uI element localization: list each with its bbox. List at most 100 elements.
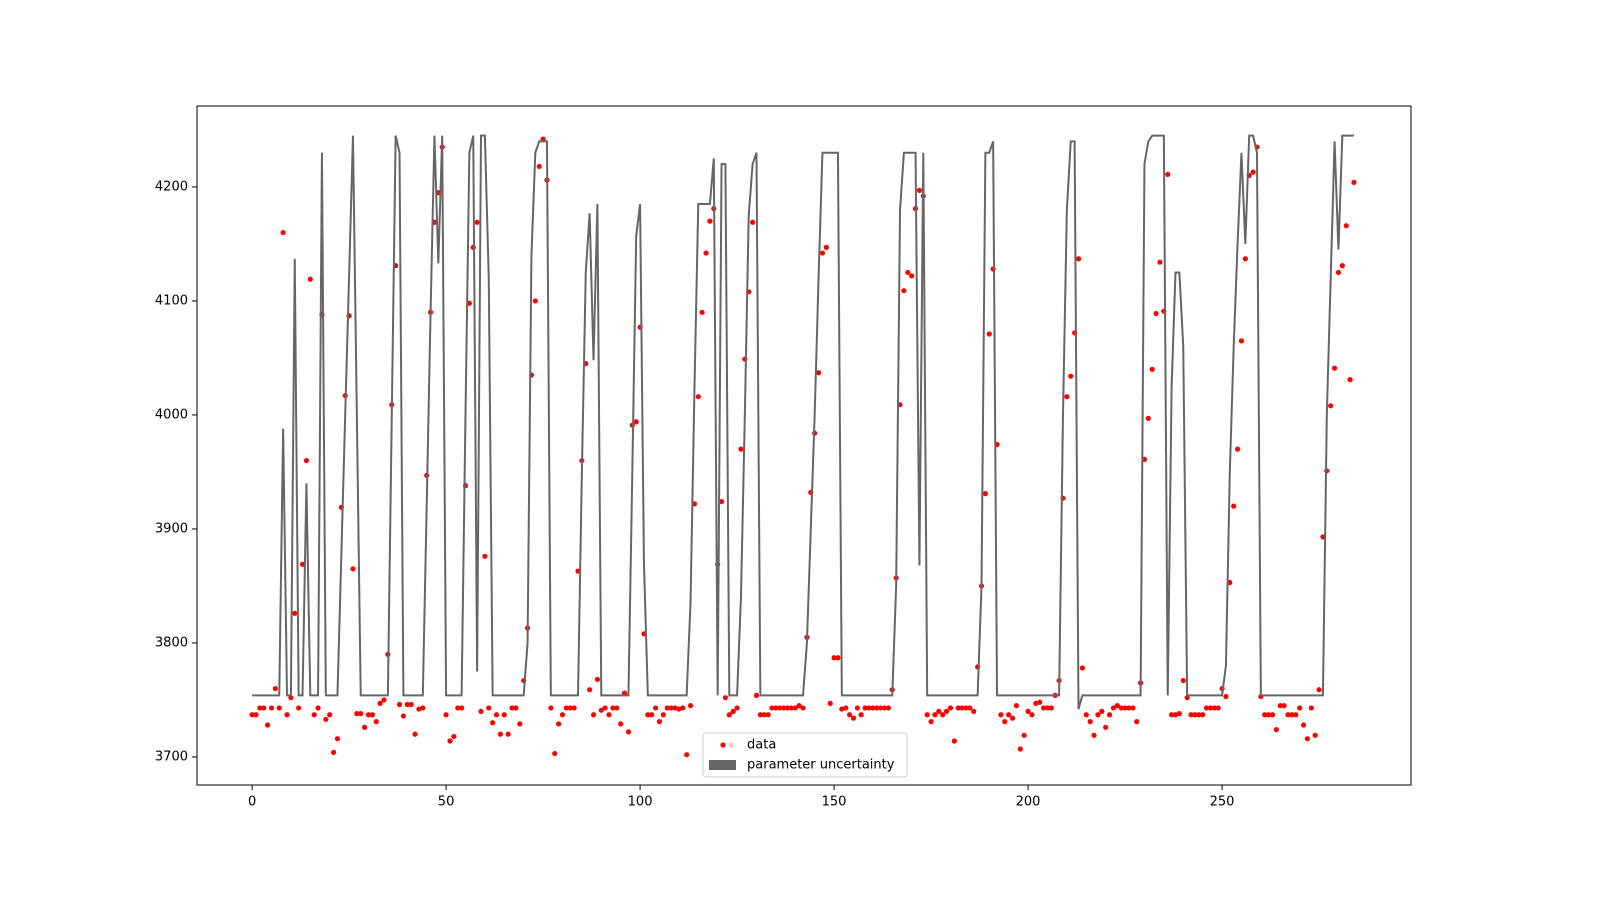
data-point [866, 705, 872, 711]
data-point [1118, 705, 1124, 711]
data-point [299, 561, 306, 567]
data-point [455, 705, 461, 711]
data-point [443, 712, 449, 718]
data-point [749, 219, 756, 225]
legend-label: data [747, 738, 776, 753]
data-point [645, 712, 651, 718]
data-point [982, 491, 988, 497]
data-point [311, 712, 317, 718]
data-point [556, 721, 562, 727]
data-point [1203, 705, 1210, 711]
legend-marker [728, 742, 734, 748]
x-tick-label: 200 [1016, 795, 1041, 810]
data-point [726, 712, 732, 718]
data-point [1250, 169, 1256, 175]
data-point [722, 695, 729, 701]
data-point [365, 712, 372, 718]
data-point [1068, 373, 1074, 379]
data-point [478, 708, 484, 714]
data-point [1242, 256, 1248, 262]
data-point [280, 229, 286, 236]
data-point [777, 705, 783, 711]
data-point [1273, 726, 1279, 733]
x-tick-label: 50 [438, 795, 455, 810]
data-point [924, 712, 930, 718]
y-tick-label: 4000 [155, 407, 188, 422]
data-point [827, 700, 833, 706]
data-point [1215, 705, 1221, 711]
data-point [998, 712, 1004, 718]
data-point [986, 331, 992, 337]
data-point [955, 705, 961, 711]
data-point [1091, 732, 1097, 738]
data-point [249, 712, 255, 718]
data-point [959, 705, 965, 711]
data-point [396, 701, 403, 708]
y-tick-label: 4100 [155, 293, 188, 308]
data-point [649, 712, 655, 718]
data-point [1238, 338, 1245, 344]
data-point [315, 705, 321, 711]
data-point [1351, 179, 1357, 185]
data-point [594, 676, 600, 683]
legend-marker [720, 742, 726, 748]
data-point [940, 712, 946, 718]
data-point [819, 250, 826, 256]
data-point [571, 705, 577, 711]
data-point [1103, 724, 1109, 730]
data-point [730, 708, 736, 714]
data-point [703, 250, 709, 256]
data-point [765, 712, 771, 718]
data-point [1006, 712, 1012, 718]
data-point [509, 705, 515, 711]
data-point [652, 705, 659, 711]
data-point [598, 707, 604, 713]
data-point [881, 705, 888, 711]
y-tick-label: 4200 [155, 179, 188, 194]
data-point [1002, 719, 1008, 725]
data-point [358, 711, 364, 717]
data-point [493, 712, 500, 718]
data-point [334, 736, 341, 742]
data-point [1269, 712, 1276, 718]
data-point [354, 711, 360, 717]
data-point [1277, 703, 1283, 709]
data-point [1021, 732, 1027, 738]
data-point [482, 553, 488, 559]
data-point [1339, 263, 1345, 269]
data-point [625, 729, 632, 735]
data-point [567, 705, 573, 711]
data-point [846, 712, 853, 718]
x-tick-label: 0 [248, 795, 256, 810]
data-point [412, 731, 418, 737]
data-point [1106, 712, 1113, 718]
data-point [1145, 415, 1151, 421]
data-point [963, 705, 969, 711]
data-point [1312, 732, 1318, 738]
x-tick-label: 100 [628, 795, 653, 810]
data-point [916, 187, 923, 193]
data-point [1048, 705, 1054, 711]
data-point [381, 697, 387, 703]
data-point [559, 712, 566, 718]
data-point [1114, 703, 1120, 709]
data-point [781, 705, 787, 711]
data-point [369, 712, 375, 718]
data-point [1153, 310, 1159, 317]
data-point [272, 685, 278, 692]
data-point [769, 705, 775, 711]
data-point [858, 712, 864, 718]
data-point [1328, 403, 1334, 409]
data-point [284, 712, 290, 718]
data-point [1149, 366, 1155, 372]
data-point [296, 705, 302, 711]
data-point [1064, 394, 1070, 400]
x-tick-label: 250 [1210, 795, 1235, 810]
data-point [350, 566, 356, 572]
data-point [606, 712, 612, 718]
data-point [1196, 712, 1202, 718]
data-point [699, 309, 705, 315]
data-point [474, 219, 480, 225]
data-point [307, 276, 313, 282]
